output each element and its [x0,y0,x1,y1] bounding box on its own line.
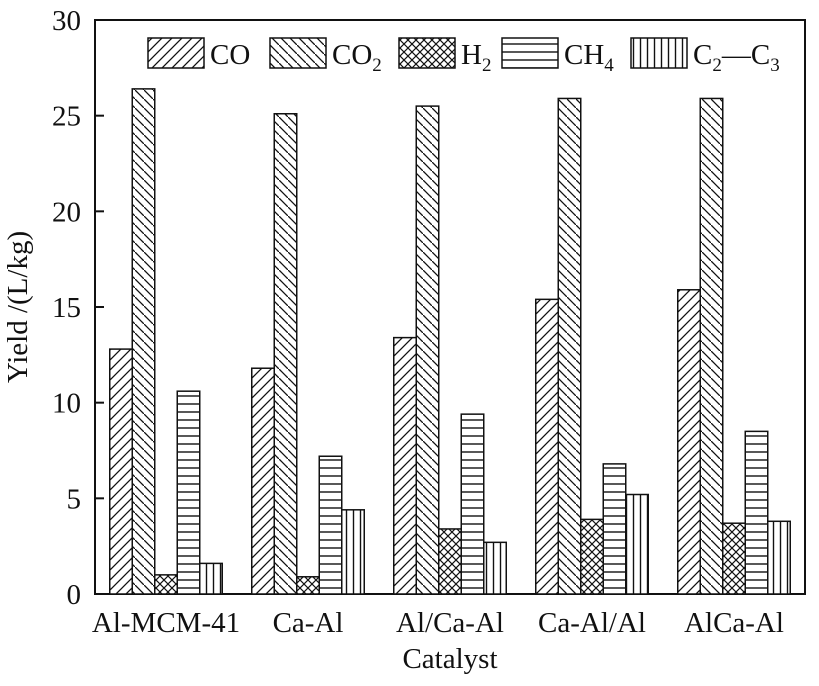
bar-co2-1 [273,113,298,595]
bar-co-0 [109,348,133,595]
y-tick-label: 5 [67,483,82,515]
bar-ch4-2 [460,413,485,595]
legend-label: C2—C3 [693,39,780,76]
bar-c2c3-3 [625,493,649,595]
y-tick-label: 15 [52,292,81,324]
x-tick-label: Ca-Al/Al [538,607,646,639]
y-tick-label: 0 [67,579,82,611]
legend-swatch [147,37,205,69]
y-axis: 0 5 10 15 20 25 30 [52,5,104,611]
bar-h2-3 [580,518,604,595]
bar-ch4-4 [744,430,769,595]
bar-ch4-3 [602,463,627,595]
y-tick-label: 20 [52,196,81,228]
bar-co2-2 [415,105,440,595]
bar-co-3 [535,298,559,595]
bar-h2-4 [722,522,746,595]
x-tick-label: Al/Ca-Al [396,607,504,639]
bar-c2c3-4 [767,520,791,595]
bar-ch4-1 [318,455,343,595]
bar-h2-2 [438,528,462,595]
legend-swatch [501,37,559,69]
x-tick-label: Al-MCM-41 [92,607,240,639]
bar-co-1 [251,367,275,595]
bar-c2c3-2 [483,541,507,595]
bar-ch4-0 [176,390,201,595]
x-tick-label: Ca-Al [273,607,344,639]
bar-co2-4 [699,97,724,595]
bar-h2-0 [154,574,178,595]
legend-label: CH4 [564,39,614,76]
x-axis-title: Catalyst [402,643,497,675]
legend: CO CO2 H2 CH4 C2—C3 [147,37,780,76]
bar-co-4 [677,289,701,595]
bar-co2-0 [131,88,156,595]
bar-c2c3-1 [341,509,365,595]
legend-label: H2 [461,39,491,76]
legend-label: CO [210,39,250,71]
bars [109,88,791,595]
y-axis-title: Yield /(L/kg) [2,231,34,383]
bar-c2c3-0 [199,562,223,595]
bar-co-2 [393,336,417,595]
legend-label: CO2 [332,39,382,76]
y-tick-label: 10 [52,388,81,420]
bar-co2-3 [557,97,582,595]
x-axis: Al-MCM-41 Ca-Al Al/Ca-Al Ca-Al/Al AlCa-Al [92,607,784,639]
bar-h2-1 [296,576,320,595]
y-tick-label: 25 [52,101,81,133]
x-tick-label: AlCa-Al [684,607,784,639]
legend-swatch [630,37,688,69]
y-tick-label: 30 [52,5,81,37]
legend-swatch [269,37,327,69]
legend-swatch [398,37,456,69]
